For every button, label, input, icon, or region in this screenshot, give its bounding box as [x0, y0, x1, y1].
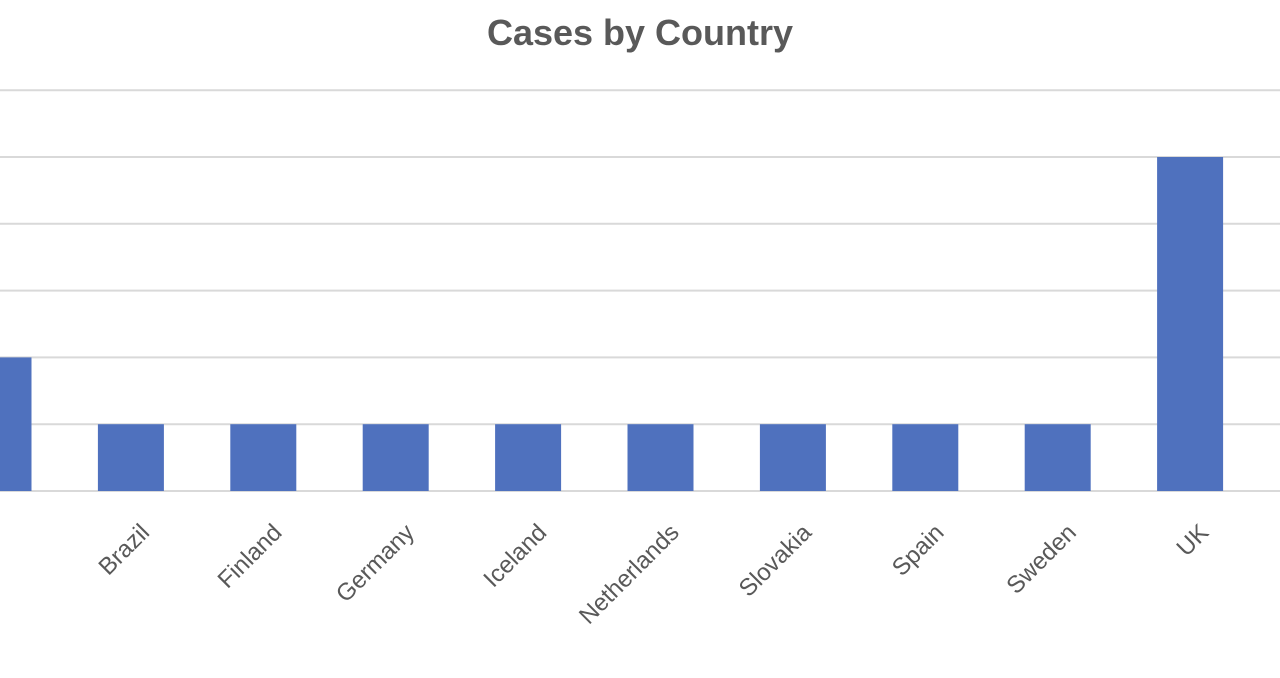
gridlines — [0, 89, 1280, 492]
bar-iceland — [495, 424, 562, 491]
x-tick-label-sweden: Sweden — [1001, 519, 1081, 599]
x-tick-label-finland: Finland — [213, 519, 288, 594]
x-tick-label-germany: Germany — [331, 519, 420, 608]
x-tick-label-netherlands: Netherlands — [574, 519, 685, 630]
chart-title: Cases by Country — [487, 12, 793, 53]
bar-brazil — [97, 424, 164, 491]
x-tick-label-brazil: Brazil — [93, 519, 155, 581]
x-tick-label-slovakia: Slovakia — [734, 519, 818, 603]
bar-germany — [362, 424, 429, 491]
x-tick-label-spain: Spain — [887, 519, 950, 582]
bar-category-0 — [0, 357, 32, 491]
bars — [0, 157, 1224, 491]
bar-uk — [1157, 157, 1224, 491]
x-tick-label-iceland: Iceland — [478, 519, 552, 593]
bar-spain — [892, 424, 959, 491]
x-tick-label-uk: UK — [1172, 519, 1215, 562]
bar-sweden — [1024, 424, 1091, 491]
bar-finland — [230, 424, 297, 491]
x-tick-labels: Brazil Finland Germany Iceland Netherlands Sl… — [93, 519, 1214, 630]
bar-slovakia — [759, 424, 826, 491]
bar-netherlands — [627, 424, 694, 491]
